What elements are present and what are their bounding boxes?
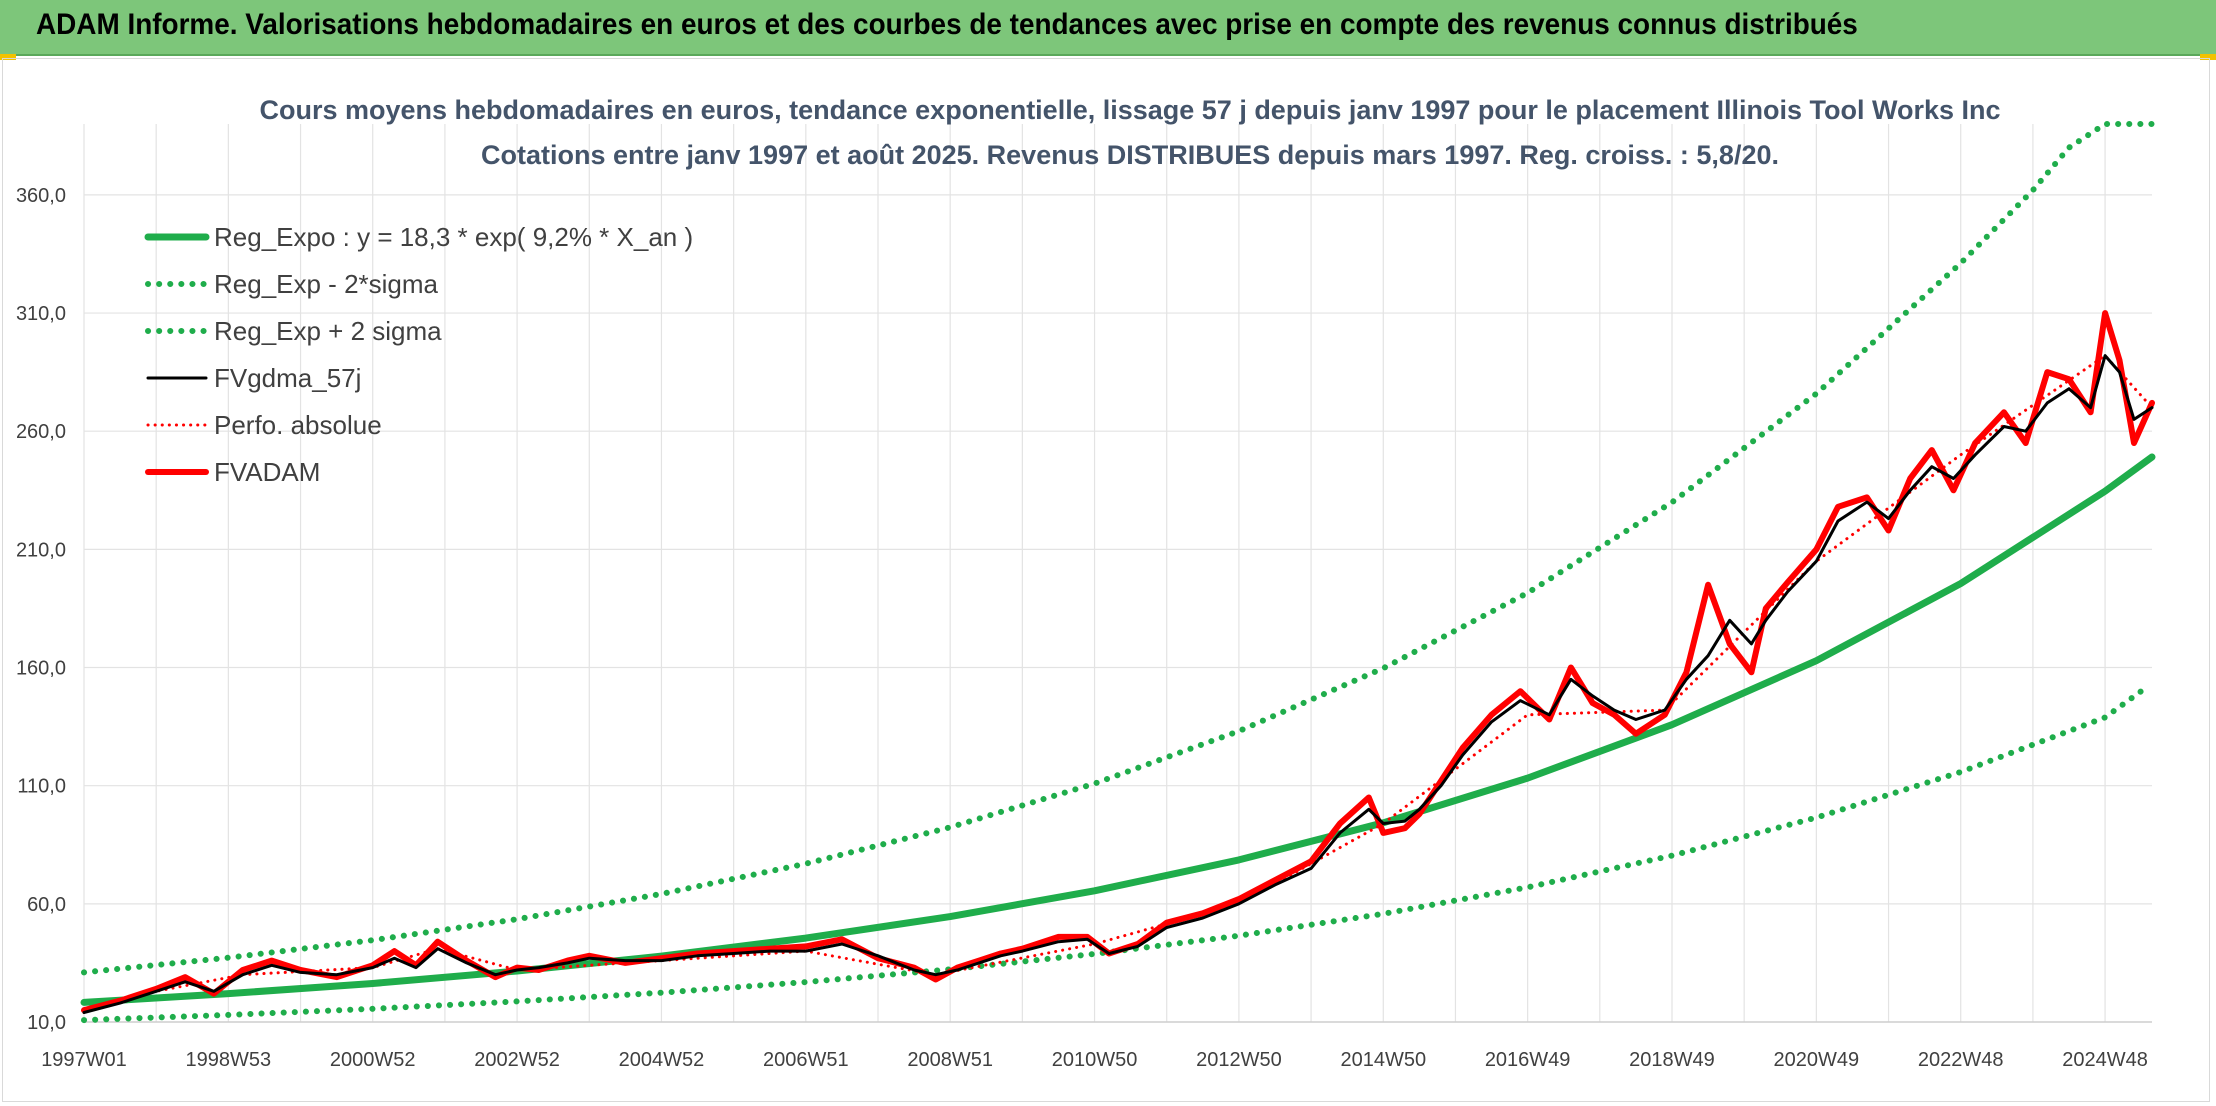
chart-frame: [2, 58, 2210, 1102]
y-tick-label: 260,0: [16, 421, 66, 443]
y-tick-label: 210,0: [16, 539, 66, 561]
x-axis-tick-labels: 1997W01 1998W53 2000W52 2002W52 2004W52 2006W…: [41, 1049, 2148, 1071]
y-axis-tick-labels: 10,0 60,0 110,0 160,0 210,0 260,0 310,0 360,0: [16, 185, 66, 1034]
x-tick-label: 1998W53: [186, 1049, 272, 1071]
x-tick-label: 2020W49: [1774, 1049, 1860, 1071]
grid-lines: [83, 124, 2152, 1023]
x-tick-label: 2024W48: [2062, 1049, 2148, 1071]
series-line-4: [82, 354, 2154, 1014]
x-tick-label: 2012W50: [1196, 1049, 1282, 1071]
series-line-2: [81, 121, 2155, 976]
series-line-5: [81, 310, 2155, 1014]
report-title: ADAM Informe. Valorisations hebdomadaire…: [36, 8, 1858, 41]
x-tick-label: 2008W51: [907, 1049, 993, 1071]
report-banner: ADAM Informe. Valorisations hebdomadaire…: [0, 0, 2216, 56]
x-tick-label: 1997W01: [41, 1049, 127, 1071]
x-tick-label: 2010W50: [1052, 1049, 1138, 1071]
legend-label-2: Reg_Exp + 2 sigma: [214, 316, 442, 346]
y-tick-label: 310,0: [16, 303, 66, 325]
series-line-3: [82, 354, 2154, 1014]
y-tick-label: 110,0: [17, 776, 66, 798]
x-tick-label: 2006W51: [763, 1049, 849, 1071]
legend-label-1: Reg_Exp - 2*sigma: [214, 269, 439, 299]
y-tick-label: 60,0: [27, 894, 66, 916]
legend-label-4: Perfo. absolue: [214, 410, 382, 440]
chart-subtitle: Cotations entre janv 1997 et août 2025. …: [481, 140, 1779, 170]
x-tick-label: 2014W50: [1340, 1049, 1426, 1071]
x-tick-label: 2004W52: [619, 1049, 705, 1071]
y-tick-label: 160,0: [16, 658, 66, 680]
y-tick-label: 10,0: [27, 1012, 66, 1034]
series-line-0: [80, 453, 2156, 1006]
x-tick-label: 2002W52: [474, 1049, 560, 1071]
series-lines: [80, 121, 2156, 1024]
corner-marker-left: [0, 54, 16, 60]
corner-marker-right: [2200, 54, 2216, 60]
x-tick-label: 2016W49: [1485, 1049, 1571, 1071]
x-tick-label: 2022W48: [1918, 1049, 2004, 1071]
legend: Reg_Expo : y = 18,3 * exp( 9,2% * X_an )…: [144, 222, 693, 487]
x-tick-label: 2018W49: [1629, 1049, 1715, 1071]
y-tick-label: 360,0: [16, 185, 66, 207]
legend-label-0: Reg_Expo : y = 18,3 * exp( 9,2% * X_an ): [214, 222, 693, 252]
series-line-1: [81, 688, 2145, 1024]
x-tick-label: 2000W52: [330, 1049, 416, 1071]
chart-title: Cours moyens hebdomadaires en euros, ten…: [259, 95, 2000, 125]
legend-label-5: FVADAM: [214, 457, 320, 487]
legend-label-3: FVgdma_57j: [214, 363, 361, 393]
